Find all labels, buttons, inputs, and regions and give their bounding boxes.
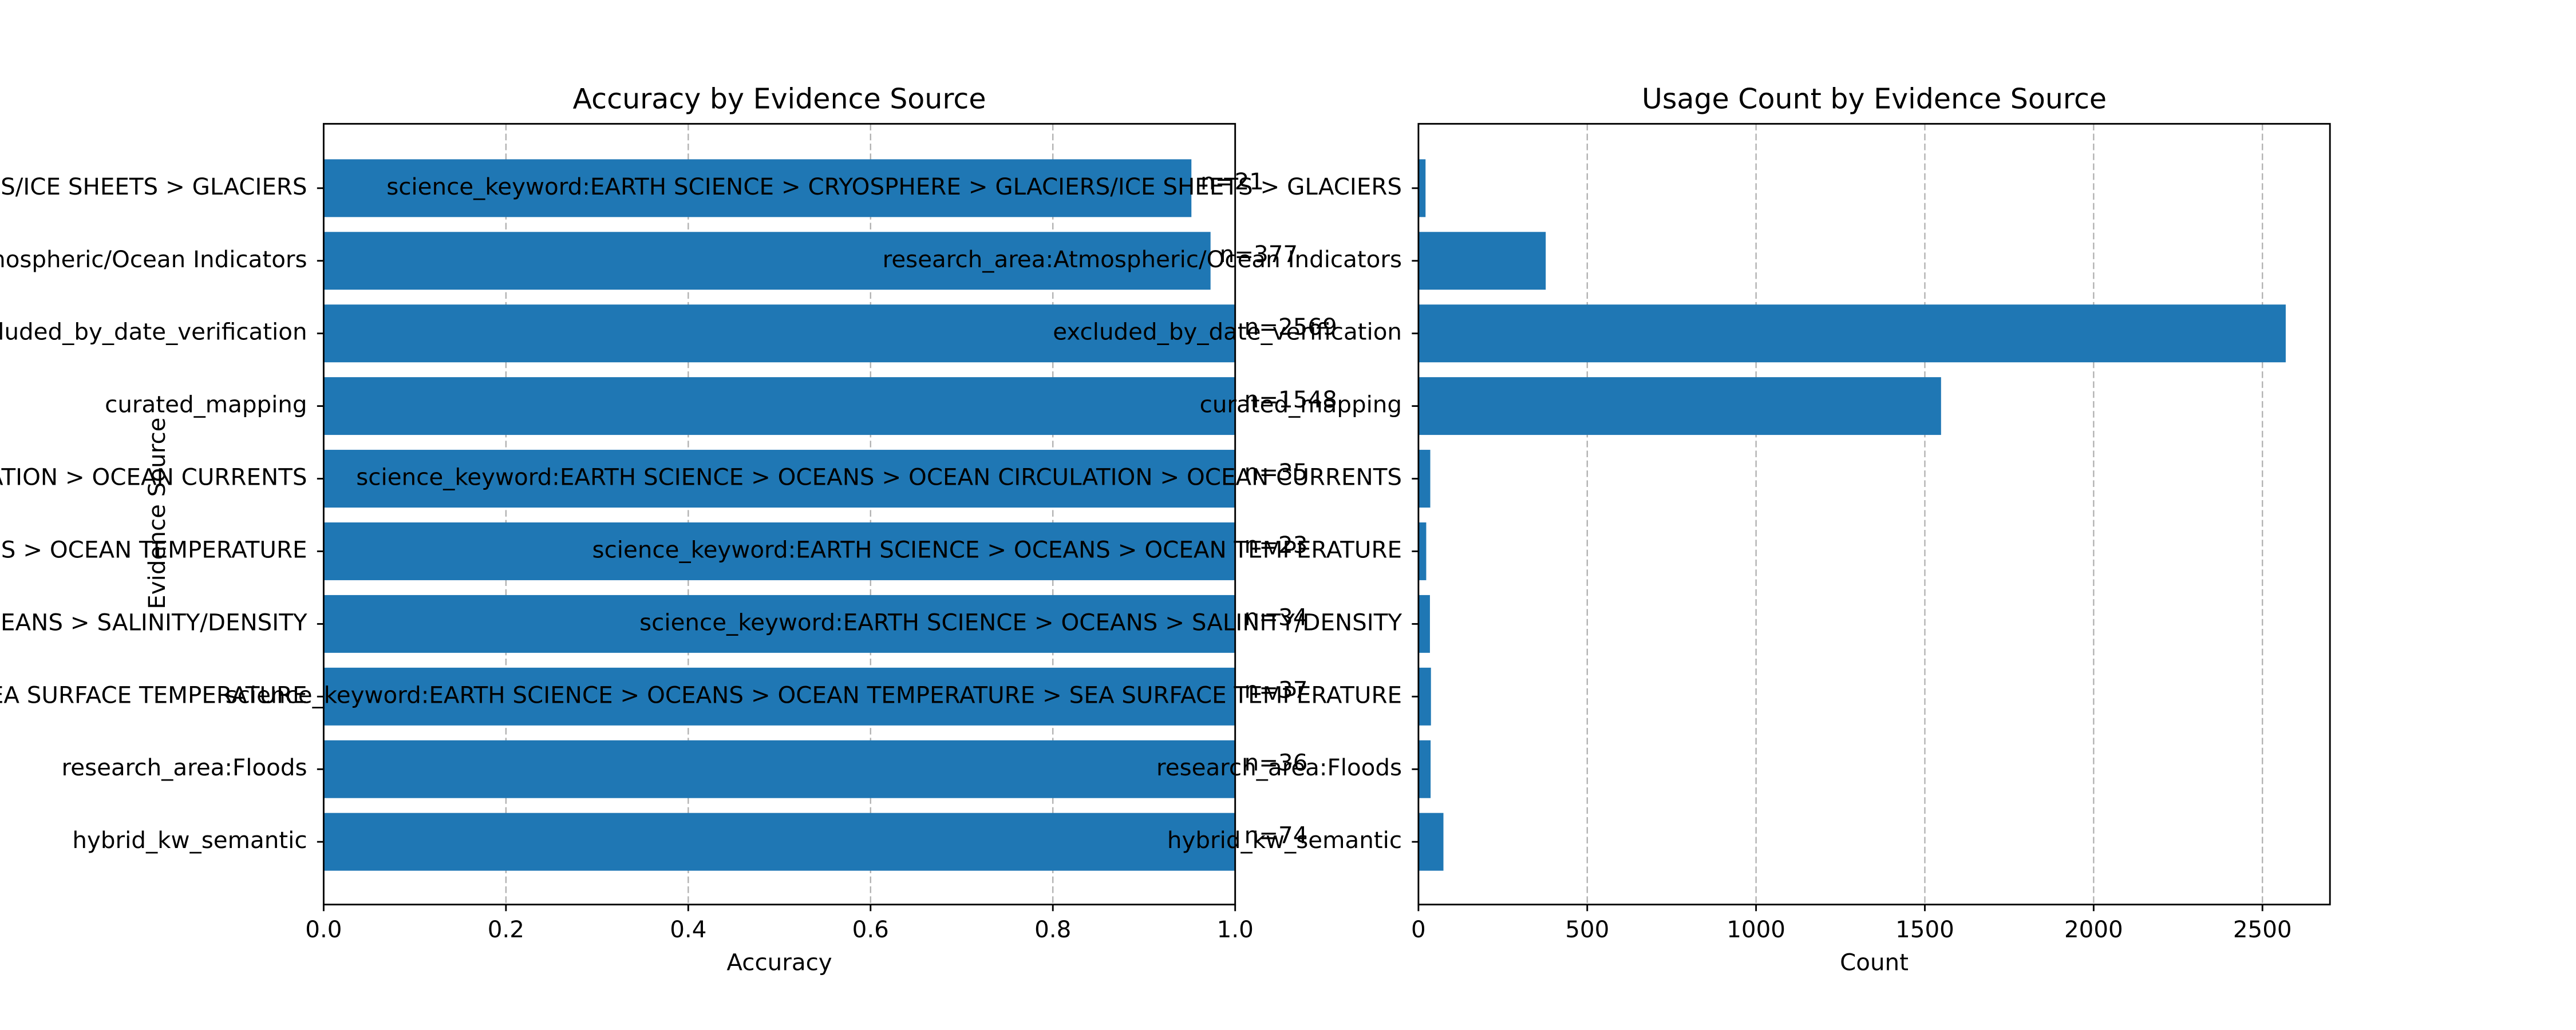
bar xyxy=(1418,522,1427,580)
y-tick-label: science_keyword:EARTH SCIENCE > OCEANS >… xyxy=(0,682,307,708)
x-tick-label: 1000 xyxy=(1726,916,1785,943)
x-tick-label: 0.6 xyxy=(852,916,889,943)
y-tick-label: science_keyword:EARTH SCIENCE > OCEANS >… xyxy=(592,536,1402,563)
y-tick-label: excluded_by_date_verification xyxy=(1053,319,1402,346)
bar xyxy=(1418,595,1430,653)
axes-frame xyxy=(322,122,1236,906)
y-tick-label: curated_mapping xyxy=(105,391,307,418)
x-tick-label: 0.2 xyxy=(488,916,524,943)
bar xyxy=(1418,667,1431,726)
y-tick-label: science_keyword:EARTH SCIENCE > CRYOSPHE… xyxy=(0,173,307,200)
bar xyxy=(323,595,1235,653)
bar xyxy=(323,667,1235,726)
bar xyxy=(323,813,1235,871)
bar-annotation: n=34 xyxy=(1244,604,1308,631)
x-tick-label: 0.0 xyxy=(305,916,342,943)
y-tick-label: science_keyword:EARTH SCIENCE > OCEANS >… xyxy=(0,609,307,636)
bar xyxy=(1418,740,1431,798)
bar xyxy=(323,740,1235,798)
x-tick-label: 500 xyxy=(1565,916,1609,943)
bar xyxy=(1418,813,1444,871)
bar xyxy=(1418,232,1546,290)
bar xyxy=(323,450,1235,508)
y-tick-label: science_keyword:EARTH SCIENCE > OCEANS >… xyxy=(356,464,1402,491)
bar xyxy=(323,377,1235,435)
x-tick-label: 1500 xyxy=(1895,916,1954,943)
bar-annotation: n=37 xyxy=(1244,677,1308,704)
bar xyxy=(323,232,1211,290)
y-tick-label: science_keyword:EARTH SCIENCE > CRYOSPHE… xyxy=(386,173,1402,200)
axes-frame xyxy=(1417,122,2331,906)
bar xyxy=(1418,159,1426,217)
bar-annotation: n=23 xyxy=(1244,532,1308,558)
y-tick-label: hybrid_kw_semantic xyxy=(1167,827,1402,854)
y-tick-label: curated_mapping xyxy=(1200,391,1402,418)
bar xyxy=(1418,377,1941,435)
x-tick-label: 0.8 xyxy=(1034,916,1071,943)
chart-title: Usage Count by Evidence Source xyxy=(1642,82,2107,115)
y-tick-label: science_keyword:EARTH SCIENCE > OCEANS >… xyxy=(0,464,307,491)
y-axis-label: Evidence Source xyxy=(144,417,171,609)
bar xyxy=(323,159,1192,217)
y-tick-label: research_area:Atmospheric/Ocean Indicato… xyxy=(883,246,1402,273)
y-tick-label: excluded_by_date_verification xyxy=(0,319,307,346)
y-tick-label: research_area:Floods xyxy=(62,754,307,781)
x-tick-label: 2500 xyxy=(2233,916,2292,943)
bar-annotation: n=35 xyxy=(1244,459,1308,486)
x-tick-label: 1.0 xyxy=(1217,916,1254,943)
x-tick-label: 2000 xyxy=(2064,916,2123,943)
chart-title: Accuracy by Evidence Source xyxy=(573,82,986,115)
x-axis-label: Accuracy xyxy=(726,949,832,976)
x-axis-label: Count xyxy=(1840,949,1909,976)
bar xyxy=(323,304,1235,363)
y-tick-label: hybrid_kw_semantic xyxy=(72,827,307,854)
bar-annotation: n=74 xyxy=(1244,822,1308,849)
y-tick-label: research_area:Atmospheric/Ocean Indicato… xyxy=(0,246,307,273)
bar-annotation: n=21 xyxy=(1200,168,1264,195)
bar xyxy=(1418,304,2286,363)
bar-annotation: n=377 xyxy=(1220,241,1298,268)
y-tick-label: science_keyword:EARTH SCIENCE > OCEANS >… xyxy=(639,609,1402,636)
x-tick-label: 0 xyxy=(1411,916,1426,943)
y-tick-label: research_area:Floods xyxy=(1156,754,1402,781)
bar-annotation: n=36 xyxy=(1244,750,1308,777)
bar-annotation: n=1548 xyxy=(1244,386,1337,413)
y-tick-label: science_keyword:EARTH SCIENCE > OCEANS >… xyxy=(226,682,1402,708)
y-tick-label: science_keyword:EARTH SCIENCE > OCEANS >… xyxy=(0,536,307,563)
x-tick-label: 0.4 xyxy=(670,916,706,943)
bar xyxy=(323,522,1235,580)
bar xyxy=(1418,450,1431,508)
bar-annotation: n=2569 xyxy=(1244,314,1337,340)
